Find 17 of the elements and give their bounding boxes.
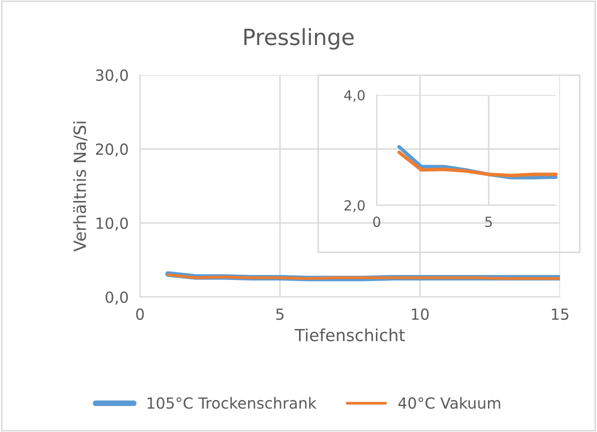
x-axis-title: Tiefenschicht bbox=[294, 328, 405, 342]
x-tick-label: 0 bbox=[136, 308, 144, 320]
legend-label: 105°C Trockenschrank bbox=[148, 396, 317, 409]
chart-title: Presslinge bbox=[244, 28, 354, 50]
y-tick-label: 20,0 bbox=[96, 143, 128, 157]
y-tick-label: 10,0 bbox=[96, 217, 128, 231]
x-tick-label: 0 bbox=[373, 216, 380, 228]
y-tick-label: 0,0 bbox=[106, 291, 128, 305]
y-tick-label: 30,0 bbox=[96, 69, 128, 83]
x-tick-label: 5 bbox=[276, 308, 284, 320]
y-tick-label: 2,0 bbox=[344, 200, 365, 212]
y-tick-label: 4,0 bbox=[344, 90, 365, 102]
y-axis-title: Verhältnis Na/Si bbox=[73, 122, 88, 252]
x-tick-label: 10 bbox=[412, 308, 429, 320]
x-tick-label: 5 bbox=[485, 216, 492, 228]
legend-label: 40°C Vakuum bbox=[398, 396, 500, 409]
x-tick-label: 15 bbox=[552, 308, 568, 320]
